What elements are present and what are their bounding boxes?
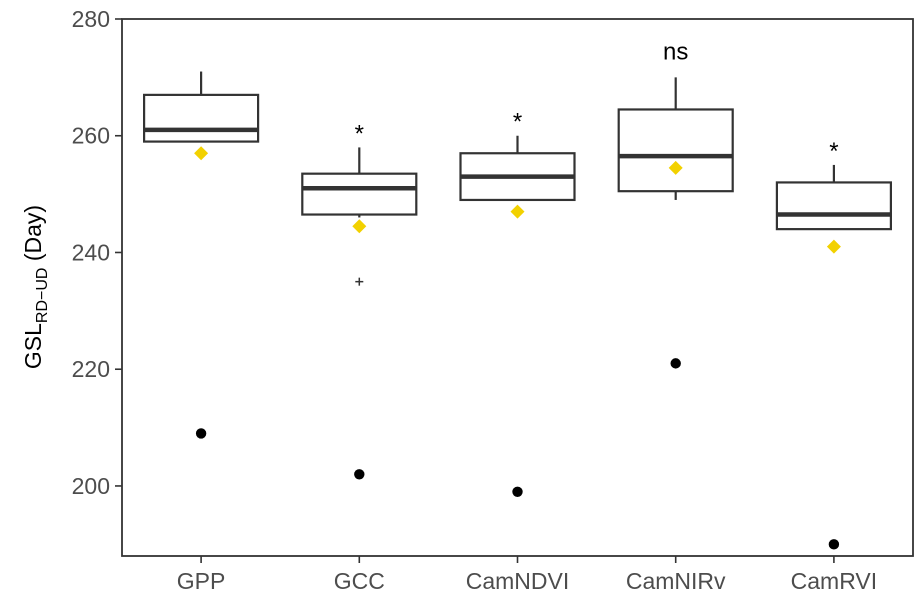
y-axis-title: GSLRD−UD (Day) xyxy=(20,205,51,369)
annotations: * * ns * xyxy=(355,38,839,165)
box-body-CamNIRv xyxy=(617,108,734,193)
box-GPP xyxy=(143,71,260,143)
x-axis: GPP GCC CamNDVI CamNIRv CamRVI xyxy=(177,556,878,594)
y-tick-label-260: 260 xyxy=(72,123,110,149)
y-tick-label-200: 200 xyxy=(72,473,110,499)
y-title-main: GSL xyxy=(20,323,46,369)
annotation-GCC: * xyxy=(355,120,364,147)
y-tick-label-220: 220 xyxy=(72,356,110,382)
mean-diamond-GPP xyxy=(194,146,209,161)
annotation-CamNIRv: ns xyxy=(663,38,688,65)
x-tick-label-GPP: GPP xyxy=(177,568,226,593)
box-body-GPP xyxy=(143,93,260,143)
points xyxy=(194,146,841,550)
x-tick-label-CamNDVI: CamNDVI xyxy=(466,568,570,593)
point-GCC xyxy=(354,469,365,480)
box-body-GCC xyxy=(301,172,418,216)
y-tick-label-240: 240 xyxy=(72,239,110,265)
y-axis-title-text: GSLRD−UD (Day) xyxy=(20,205,51,369)
point-GPP xyxy=(195,428,207,439)
y-title-suffix: (Day) xyxy=(20,205,46,268)
x-tick-label-GCC: GCC xyxy=(334,568,385,593)
mean-diamond-CamNIRv xyxy=(668,160,683,175)
mean-diamond-CamNDVI xyxy=(510,204,525,219)
y-axis: 200 220 240 260 280 xyxy=(72,6,122,499)
box-CamRVI xyxy=(775,164,893,231)
box-GCC xyxy=(301,147,418,218)
point-CamNDVI xyxy=(512,486,523,497)
box-CamNIRv xyxy=(617,77,734,200)
boxes xyxy=(143,71,893,231)
point-CamRVI xyxy=(828,539,840,550)
mean-diamond-CamRVI xyxy=(826,239,841,254)
annotation-CamRVI: * xyxy=(829,138,838,165)
panel-frame xyxy=(121,18,914,557)
point-CamNIRv xyxy=(670,358,681,369)
outlier-plus-GCC-0 xyxy=(355,277,364,286)
box-CamNDVI xyxy=(459,135,576,202)
panel-border xyxy=(121,18,914,557)
y-tick-label-280: 280 xyxy=(72,6,110,32)
mean-diamond-GCC xyxy=(352,219,367,234)
x-tick-label-CamNIRv: CamNIRv xyxy=(626,568,726,593)
y-title-subscript: RD−UD xyxy=(34,268,51,324)
annotation-CamNDVI: * xyxy=(513,109,522,136)
x-tick-label-CamRVI: CamRVI xyxy=(791,568,878,593)
box-body-CamRVI xyxy=(775,181,893,231)
